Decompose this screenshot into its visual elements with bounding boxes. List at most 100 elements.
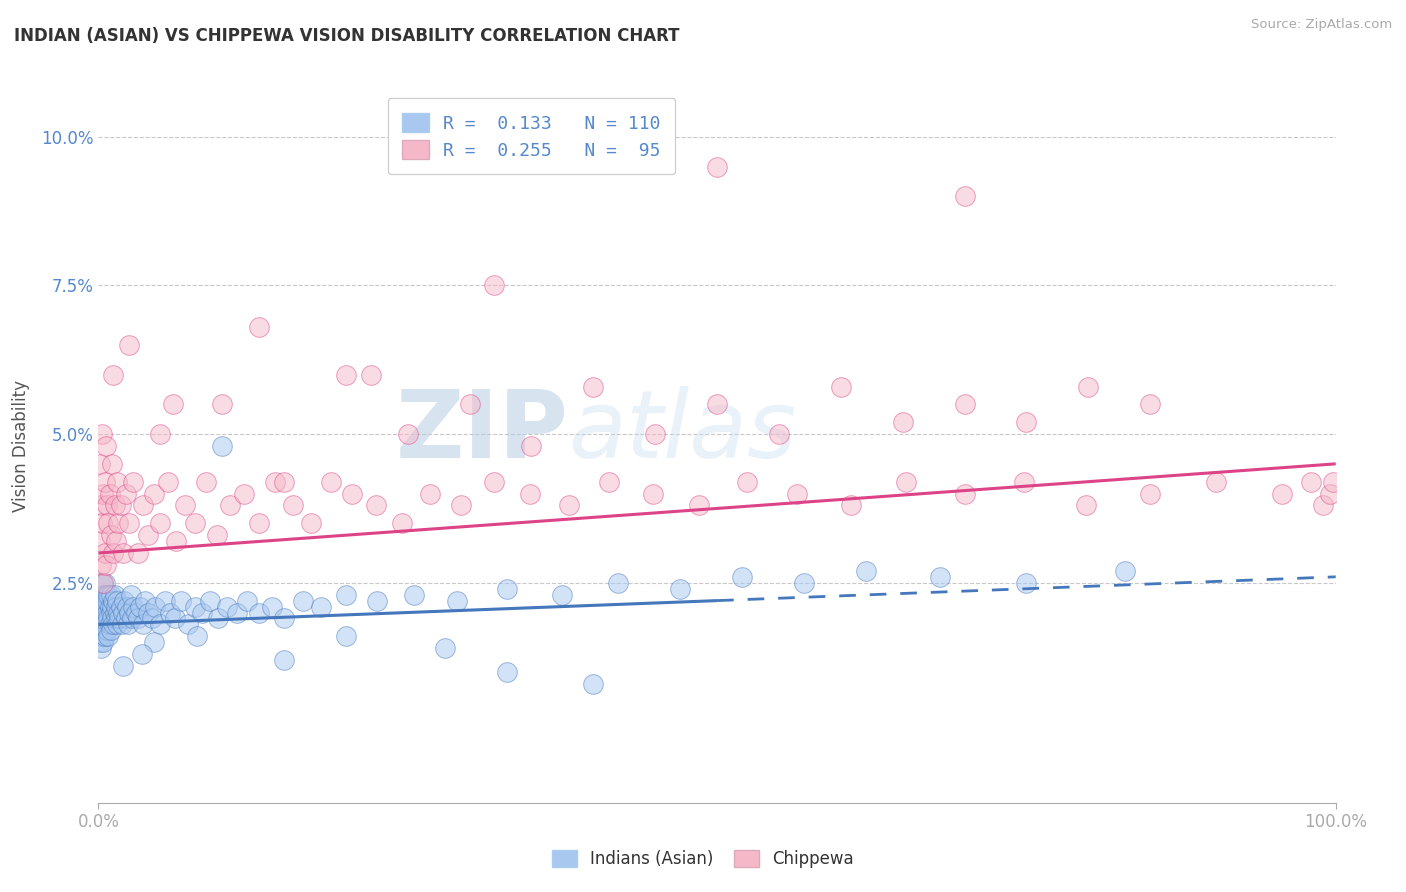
Point xyxy=(891,415,914,429)
Point xyxy=(1205,475,1227,489)
Point xyxy=(114,611,136,625)
Point xyxy=(155,593,177,607)
Point xyxy=(1312,499,1334,513)
Point xyxy=(519,486,541,500)
Point xyxy=(273,475,295,489)
Point xyxy=(218,499,240,513)
Point xyxy=(90,611,112,625)
Point xyxy=(170,593,193,607)
Point xyxy=(598,475,620,489)
Point xyxy=(103,593,125,607)
Point xyxy=(273,611,295,625)
Point xyxy=(105,617,128,632)
Point xyxy=(124,606,146,620)
Point xyxy=(446,593,468,607)
Point xyxy=(953,189,976,203)
Point xyxy=(433,641,456,656)
Point xyxy=(122,599,145,614)
Point xyxy=(118,516,141,531)
Point xyxy=(793,575,815,590)
Point xyxy=(97,588,120,602)
Point xyxy=(149,427,172,442)
Point xyxy=(830,379,852,393)
Point xyxy=(89,606,111,620)
Point xyxy=(89,534,111,549)
Point xyxy=(264,475,287,489)
Point xyxy=(335,629,357,643)
Point xyxy=(89,635,111,649)
Point xyxy=(495,665,517,679)
Point xyxy=(96,593,118,607)
Point xyxy=(93,475,115,489)
Point xyxy=(236,593,259,607)
Point xyxy=(607,575,630,590)
Point xyxy=(93,546,115,560)
Point xyxy=(91,516,114,531)
Point xyxy=(90,599,112,614)
Point xyxy=(706,160,728,174)
Point xyxy=(226,606,249,620)
Point xyxy=(928,570,950,584)
Point xyxy=(335,368,357,382)
Point xyxy=(107,606,129,620)
Point xyxy=(184,516,207,531)
Point xyxy=(217,599,239,614)
Point xyxy=(1139,486,1161,500)
Point xyxy=(91,427,114,442)
Point xyxy=(735,475,758,489)
Point xyxy=(110,599,132,614)
Point xyxy=(360,368,382,382)
Point xyxy=(131,647,153,661)
Point xyxy=(90,499,112,513)
Point xyxy=(402,588,425,602)
Point xyxy=(94,599,117,614)
Point xyxy=(1077,379,1099,393)
Point xyxy=(391,516,413,531)
Point xyxy=(100,624,122,638)
Point xyxy=(1322,475,1344,489)
Point xyxy=(103,499,125,513)
Point xyxy=(97,611,120,625)
Point xyxy=(641,486,664,500)
Point xyxy=(299,516,322,531)
Point xyxy=(93,593,115,607)
Point xyxy=(450,499,472,513)
Point xyxy=(104,599,127,614)
Point xyxy=(93,588,115,602)
Point xyxy=(582,677,605,691)
Point xyxy=(89,575,111,590)
Point xyxy=(91,606,114,620)
Point xyxy=(89,593,111,607)
Point xyxy=(281,499,304,513)
Text: atlas: atlas xyxy=(568,386,797,477)
Point xyxy=(839,499,862,513)
Point xyxy=(136,528,159,542)
Point xyxy=(551,588,574,602)
Point xyxy=(1299,475,1322,489)
Point xyxy=(111,617,134,632)
Point xyxy=(96,624,118,638)
Point xyxy=(233,486,256,500)
Point xyxy=(108,611,131,625)
Point xyxy=(366,593,388,607)
Point xyxy=(94,588,117,602)
Point xyxy=(364,499,387,513)
Point xyxy=(90,624,112,638)
Point xyxy=(582,379,605,393)
Point xyxy=(89,457,111,471)
Text: Source: ZipAtlas.com: Source: ZipAtlas.com xyxy=(1251,18,1392,31)
Point xyxy=(110,499,132,513)
Point xyxy=(309,599,332,614)
Point xyxy=(103,617,125,632)
Point xyxy=(90,641,112,656)
Point xyxy=(176,617,198,632)
Point xyxy=(90,588,112,602)
Point xyxy=(165,611,187,625)
Point xyxy=(112,546,135,560)
Point xyxy=(273,653,295,667)
Point xyxy=(103,546,125,560)
Point xyxy=(114,486,136,500)
Legend: R =  0.133   N = 110, R =  0.255   N =  95: R = 0.133 N = 110, R = 0.255 N = 95 xyxy=(388,98,675,174)
Legend: Indians (Asian), Chippewa: Indians (Asian), Chippewa xyxy=(546,843,860,875)
Point xyxy=(94,611,117,625)
